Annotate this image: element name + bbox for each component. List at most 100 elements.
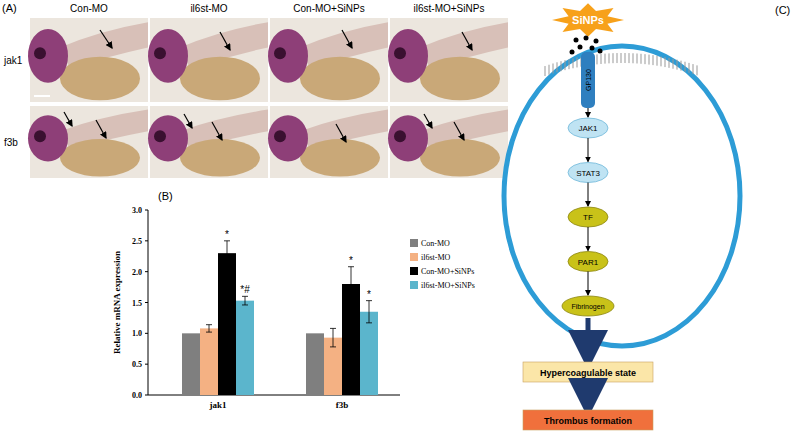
membrane xyxy=(545,53,697,76)
yolk xyxy=(300,139,380,176)
arrow xyxy=(462,32,472,50)
arrow xyxy=(100,30,112,48)
particle xyxy=(590,46,595,51)
bar xyxy=(182,333,200,395)
y-tick-label: 1.5 xyxy=(132,299,142,308)
yolk xyxy=(420,57,500,101)
membrane-lipid xyxy=(629,53,630,63)
bar xyxy=(200,328,218,395)
embryo-image xyxy=(388,106,508,178)
embryo-image xyxy=(268,106,388,178)
y-tick xyxy=(145,333,148,334)
receptor xyxy=(581,52,595,108)
pathway-label: TF xyxy=(583,213,593,222)
panel-label: (A) xyxy=(2,2,17,14)
yolk xyxy=(60,57,140,101)
membrane-lipid xyxy=(681,61,682,71)
panel-a: (A) Con-MO il6st-MO Con-MO+SiNPs il6st-MO+Si… xyxy=(2,2,508,178)
outcome-label: Hypercoagulable state xyxy=(540,368,636,378)
embryo-image xyxy=(148,18,268,102)
particle xyxy=(574,38,579,43)
scale-bar xyxy=(34,95,50,97)
bar xyxy=(306,333,324,395)
row-label: jak1 xyxy=(3,55,23,66)
particle xyxy=(584,36,589,41)
membrane-lipid xyxy=(645,54,646,64)
membrane-lipid xyxy=(557,62,558,72)
legend-swatch xyxy=(410,239,418,247)
y-tick-label: 2.5 xyxy=(132,237,142,246)
y-tick xyxy=(145,210,148,211)
stimulus-label: SiNPs xyxy=(572,14,604,26)
arrow xyxy=(184,114,192,128)
membrane-lipid xyxy=(637,53,638,63)
outcome-box xyxy=(523,362,653,382)
error-bar xyxy=(206,325,212,332)
membrane-lipid xyxy=(633,53,634,63)
figure: (A) Con-MO il6st-MO Con-MO+SiNPs il6st-MO+Si… xyxy=(0,0,800,432)
y-tick xyxy=(145,395,148,396)
head xyxy=(268,29,308,83)
pathway-label: STAT3 xyxy=(576,169,600,178)
pathway-node xyxy=(568,163,608,183)
membrane-lipid xyxy=(653,55,654,65)
pathway-node xyxy=(568,207,608,227)
pathway-arrow xyxy=(588,138,589,162)
membrane-lipid xyxy=(577,57,578,67)
membrane-lipid xyxy=(625,53,626,63)
pathway-arrow xyxy=(588,108,589,117)
error-bar xyxy=(348,267,354,302)
receptor-label: GP130 xyxy=(585,69,592,91)
particle xyxy=(598,49,603,54)
y-tick xyxy=(145,240,148,241)
error-bar xyxy=(224,241,230,266)
legend-label: Con-MO+SiNPs xyxy=(421,267,474,276)
column-label: il6st-MO xyxy=(190,3,227,14)
error-bar xyxy=(330,328,336,347)
pathway-node xyxy=(568,252,608,272)
yolk xyxy=(180,57,260,101)
arrow xyxy=(424,114,432,128)
membrane-lipid xyxy=(641,54,642,64)
pathway-arrow xyxy=(588,272,589,296)
outcome-box xyxy=(523,410,653,430)
column-label: il6st-MO+SiNPs xyxy=(414,3,485,14)
bar xyxy=(218,253,236,395)
arrow xyxy=(336,124,346,142)
stimulus-burst xyxy=(552,3,624,37)
error-bar xyxy=(366,301,372,323)
arrow xyxy=(342,30,352,48)
membrane-lipid xyxy=(621,53,622,63)
y-tick xyxy=(145,271,148,272)
significance-mark: * xyxy=(225,229,229,240)
eye xyxy=(274,47,286,59)
membrane-lipid xyxy=(565,60,566,70)
head xyxy=(28,29,68,83)
head xyxy=(388,29,428,83)
outcome-arrow xyxy=(586,318,591,360)
membrane-lipid xyxy=(673,59,674,69)
membrane-lipid xyxy=(689,63,690,73)
column-label: Con-MO xyxy=(70,3,108,14)
x-tick-label: jak1 xyxy=(208,400,227,410)
membrane-lipid xyxy=(609,53,610,63)
membrane-lipid xyxy=(657,56,658,66)
pathway-node xyxy=(562,296,614,316)
pathway-label: JAK1 xyxy=(578,124,598,133)
panel-c: (C)SiNPsGP130JAK1STAT3TFPAR1FibrinogenHy… xyxy=(504,3,790,430)
yolk xyxy=(300,57,380,101)
arrow xyxy=(212,122,222,140)
legend-label: il6st-MO xyxy=(421,253,451,262)
eye xyxy=(394,47,406,59)
y-tick-label: 0.5 xyxy=(132,360,142,369)
significance-mark: * xyxy=(349,255,353,266)
bar xyxy=(236,301,254,395)
eye xyxy=(154,130,166,142)
significance-mark: * xyxy=(367,289,371,300)
embryo-image xyxy=(388,18,508,102)
column-label: Con-MO+SiNPs xyxy=(293,3,364,14)
pathway-arrow xyxy=(588,183,589,207)
head xyxy=(148,29,188,83)
y-tick-label: 3.0 xyxy=(132,206,142,215)
embryo-image xyxy=(148,106,268,178)
